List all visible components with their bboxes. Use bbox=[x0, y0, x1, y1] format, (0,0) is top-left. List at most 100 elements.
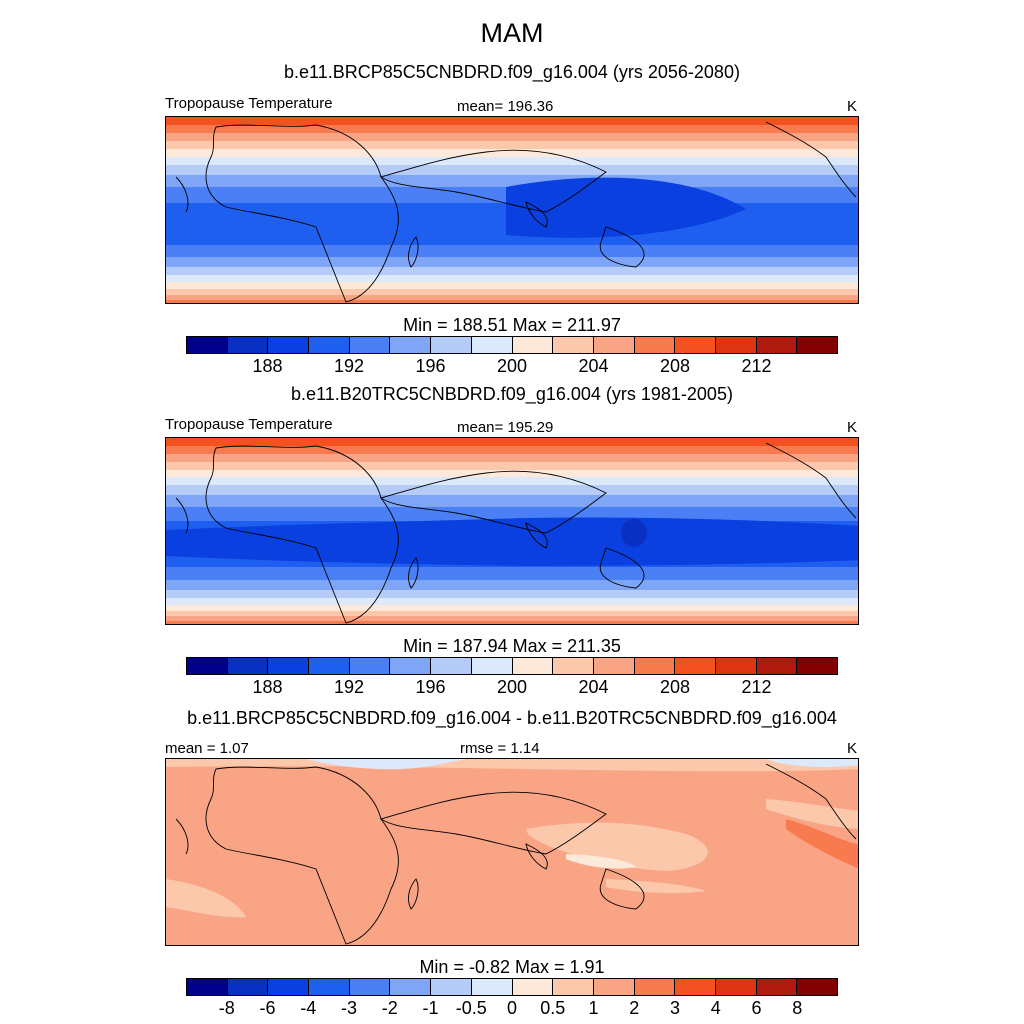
colorbar-2-tick-label: 188 bbox=[252, 677, 283, 697]
panel-2-units-label: K bbox=[847, 419, 858, 436]
colorbar-1-tick-label: 188 bbox=[252, 356, 283, 376]
colorbar-3-swatch-5 bbox=[390, 979, 432, 995]
panel-3-minmax: Min = -0.82 Max = 1.91 bbox=[419, 957, 605, 977]
colorbar-2-swatch-6 bbox=[431, 658, 472, 674]
colorbar-3-tick-label: 8 bbox=[792, 998, 803, 1018]
colorbar-3-tick-label: -4 bbox=[300, 998, 317, 1018]
panel-1-mean-label: mean= 196.36 bbox=[457, 98, 554, 115]
colorbar-3-tick-label: 1 bbox=[588, 998, 599, 1018]
colorbar-1-swatch-11 bbox=[634, 337, 676, 353]
panel-2-colorbar bbox=[186, 657, 838, 675]
panel-3-map bbox=[165, 758, 859, 946]
colorbar-3-swatch-2 bbox=[268, 979, 310, 995]
colorbar-1-tick-label: 192 bbox=[333, 356, 365, 376]
colorbar-3-swatch-7 bbox=[471, 979, 513, 995]
colorbar-2-swatch-15 bbox=[797, 658, 837, 674]
colorbar-3-swatch-0 bbox=[187, 979, 228, 995]
colorbar-2-swatch-5 bbox=[390, 658, 432, 674]
colorbar-3-swatch-8 bbox=[512, 979, 554, 995]
panel-2-title: b.e11.B20TRC5CNBDRD.f09_g16.004 (yrs 198… bbox=[291, 384, 733, 404]
colorbar-3-swatch-3 bbox=[309, 979, 350, 995]
panel-2-map-field bbox=[166, 438, 858, 624]
colorbar-1-swatch-9 bbox=[553, 337, 594, 353]
panel-2-variable-label: Tropopause Temperature bbox=[165, 416, 333, 433]
colorbar-1-swatch-7 bbox=[471, 337, 513, 353]
colorbar-2-tick-label: 192 bbox=[333, 677, 365, 697]
panel-1-units-label: K bbox=[847, 98, 858, 115]
colorbar-1-swatch-13 bbox=[715, 337, 757, 353]
panel-1-colorbar-ticks: 188 192 196 200 204 208 212 bbox=[186, 356, 838, 378]
colorbar-1-tick-label: 208 bbox=[659, 356, 691, 376]
colorbar-3-swatch-12 bbox=[675, 979, 716, 995]
panel-1-variable-label: Tropopause Temperature bbox=[165, 95, 333, 112]
colorbar-1-swatch-0 bbox=[187, 337, 228, 353]
colorbar-2-swatch-9 bbox=[553, 658, 594, 674]
colorbar-2-tick-label: 196 bbox=[415, 677, 446, 697]
colorbar-2-swatch-13 bbox=[715, 658, 757, 674]
panel-3-units-label: K bbox=[847, 740, 858, 757]
colorbar-3-tick-label: -2 bbox=[381, 998, 398, 1018]
colorbar-2-swatch-10 bbox=[593, 658, 635, 674]
colorbar-3-swatch-6 bbox=[431, 979, 472, 995]
panel-3-mean-label: mean = 1.07 bbox=[165, 740, 249, 757]
colorbar-1-swatch-4 bbox=[349, 337, 391, 353]
colorbar-3-swatch-13 bbox=[715, 979, 757, 995]
colorbar-3-swatch-1 bbox=[227, 979, 269, 995]
colorbar-1-tick-label: 212 bbox=[741, 356, 772, 376]
colorbar-1-swatch-1 bbox=[227, 337, 269, 353]
colorbar-1-tick-label: 196 bbox=[415, 356, 446, 376]
panel-2-colorbar-ticks: 188 192 196 200 204 208 212 bbox=[186, 677, 838, 699]
colorbar-1-swatch-10 bbox=[593, 337, 635, 353]
panel-1-map-field bbox=[166, 117, 858, 303]
colorbar-2-swatch-3 bbox=[309, 658, 350, 674]
colorbar-1-swatch-14 bbox=[756, 337, 798, 353]
colorbar-2-swatch-4 bbox=[349, 658, 391, 674]
panel-1-title: b.e11.BRCP85C5CNBDRD.f09_g16.004 (yrs 20… bbox=[284, 62, 740, 82]
colorbar-3-swatch-10 bbox=[593, 979, 635, 995]
panel-3-title: b.e11.BRCP85C5CNBDRD.f09_g16.004 - b.e11… bbox=[187, 708, 837, 728]
colorbar-3-swatch-11 bbox=[634, 979, 676, 995]
colorbar-3-swatch-14 bbox=[756, 979, 798, 995]
colorbar-1-swatch-2 bbox=[268, 337, 310, 353]
colorbar-3-tick-label: -1 bbox=[422, 998, 439, 1018]
colorbar-1-swatch-3 bbox=[309, 337, 350, 353]
panel-3-colorbar bbox=[186, 978, 838, 996]
panel-3-rmse-label: rmse = 1.14 bbox=[460, 740, 540, 757]
colorbar-2-swatch-12 bbox=[675, 658, 716, 674]
colorbar-3-tick-label: 4 bbox=[710, 998, 721, 1018]
colorbar-3-tick-label: -0.5 bbox=[455, 998, 487, 1018]
colorbar-1-tick-label: 200 bbox=[496, 356, 528, 376]
colorbar-3-tick-label: -3 bbox=[340, 998, 358, 1018]
colorbar-2-swatch-2 bbox=[268, 658, 310, 674]
colorbar-2-swatch-1 bbox=[227, 658, 269, 674]
colorbar-1-swatch-8 bbox=[512, 337, 554, 353]
colorbar-2-swatch-14 bbox=[756, 658, 798, 674]
panel-3-colorbar-ticks: -8 -6 -4 -3 -2 -1 -0.5 0 0.5 1 2 3 4 6 8 bbox=[186, 998, 838, 1020]
colorbar-1-swatch-12 bbox=[675, 337, 716, 353]
colorbar-2-tick-label: 200 bbox=[496, 677, 528, 697]
colorbar-1-swatch-15 bbox=[797, 337, 837, 353]
colorbar-3-tick-label: 0.5 bbox=[540, 998, 566, 1018]
panel-1-colorbar bbox=[186, 336, 838, 354]
colorbar-3-tick-label: -8 bbox=[218, 998, 235, 1018]
colorbar-2-tick-label: 212 bbox=[741, 677, 772, 697]
colorbar-3-swatch-15 bbox=[797, 979, 837, 995]
panel-1-minmax: Min = 188.51 Max = 211.97 bbox=[403, 315, 621, 335]
colorbar-3-swatch-9 bbox=[553, 979, 594, 995]
colorbar-2-tick-label: 208 bbox=[659, 677, 691, 697]
main-title: MAM bbox=[480, 18, 544, 48]
colorbar-3-tick-label: 0 bbox=[506, 998, 518, 1018]
colorbar-1-swatch-6 bbox=[431, 337, 472, 353]
panel-1-map bbox=[165, 116, 859, 304]
colorbar-2-tick-label: 204 bbox=[578, 677, 609, 697]
colorbar-2-swatch-11 bbox=[634, 658, 676, 674]
colorbar-1-swatch-5 bbox=[390, 337, 432, 353]
panel-3-map-field bbox=[166, 759, 858, 945]
colorbar-2-swatch-8 bbox=[512, 658, 554, 674]
colorbar-3-tick-label: -6 bbox=[259, 998, 276, 1018]
colorbar-3-tick-label: 6 bbox=[751, 998, 762, 1018]
panel-2-mean-label: mean= 195.29 bbox=[457, 419, 554, 436]
colorbar-1-tick-label: 204 bbox=[578, 356, 609, 376]
colorbar-3-tick-label: 3 bbox=[669, 998, 681, 1018]
colorbar-3-tick-label: 2 bbox=[629, 998, 640, 1018]
